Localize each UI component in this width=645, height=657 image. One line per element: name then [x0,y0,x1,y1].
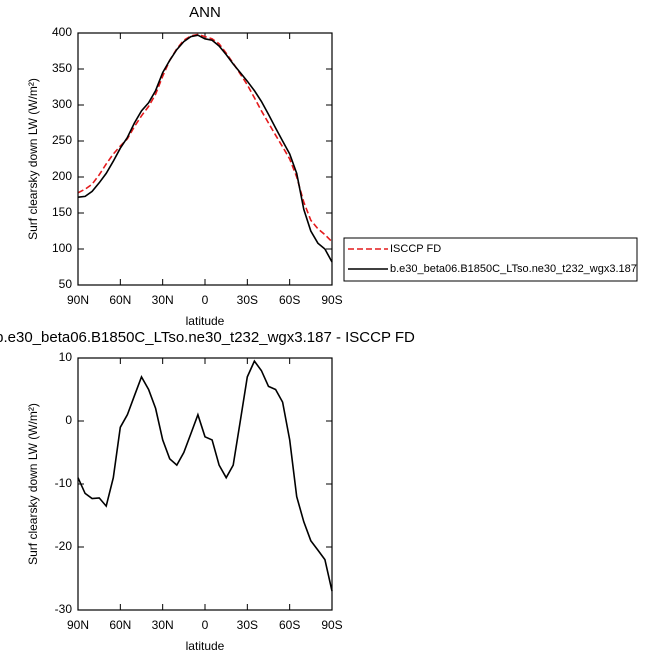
y-axis-label: Surf clearsky down LW (W/m²) [26,78,40,240]
x-tick-label: 60N [109,618,131,632]
y-axis-label: Surf clearsky down LW (W/m²) [26,403,40,565]
y-tick-label: 100 [52,241,72,255]
x-tick-label: 30S [237,618,258,632]
legend-label: b.e30_beta06.B1850C_LTso.ne30_t232_wgx3.… [390,263,637,275]
x-tick-label: 60S [279,293,300,307]
y-tick-label: 200 [52,169,72,183]
x-tick-label: 0 [202,293,209,307]
x-tick-label: 90N [67,293,89,307]
y-tick-label: 50 [59,277,73,291]
y-tick-label: 250 [52,133,72,147]
legend-label: ISCCP FD [390,243,441,255]
chart-title: ANN [189,4,221,21]
x-tick-label: 90S [321,293,342,307]
series-line [77,34,333,263]
x-tick-label: 60N [109,293,131,307]
y-tick-label: -20 [55,539,73,553]
chart-title: b.e30_beta06.B1850C_LTso.ne30_t232_wgx3.… [0,329,415,346]
x-tick-label: 30S [237,293,258,307]
plot-frame [77,357,333,611]
legend-box [343,237,638,282]
y-tick-label: -30 [55,602,73,616]
x-tick-label: 60S [279,618,300,632]
series-line [77,33,333,243]
x-tick-label: 90S [321,618,342,632]
y-tick-label: 10 [59,350,73,364]
y-tick-label: -10 [55,476,73,490]
y-tick-label: 150 [52,205,72,219]
y-tick-label: 0 [65,413,72,427]
x-tick-label: 0 [202,618,209,632]
y-tick-label: 400 [52,25,72,39]
x-axis-label: latitude [186,314,225,328]
plot-frame [77,32,333,286]
x-tick-label: 90N [67,618,89,632]
x-tick-label: 30N [152,293,174,307]
y-tick-label: 300 [52,97,72,111]
y-tick-label: 350 [52,61,72,75]
x-axis-label: latitude [186,639,225,653]
series-line [77,359,333,592]
x-tick-label: 30N [152,618,174,632]
